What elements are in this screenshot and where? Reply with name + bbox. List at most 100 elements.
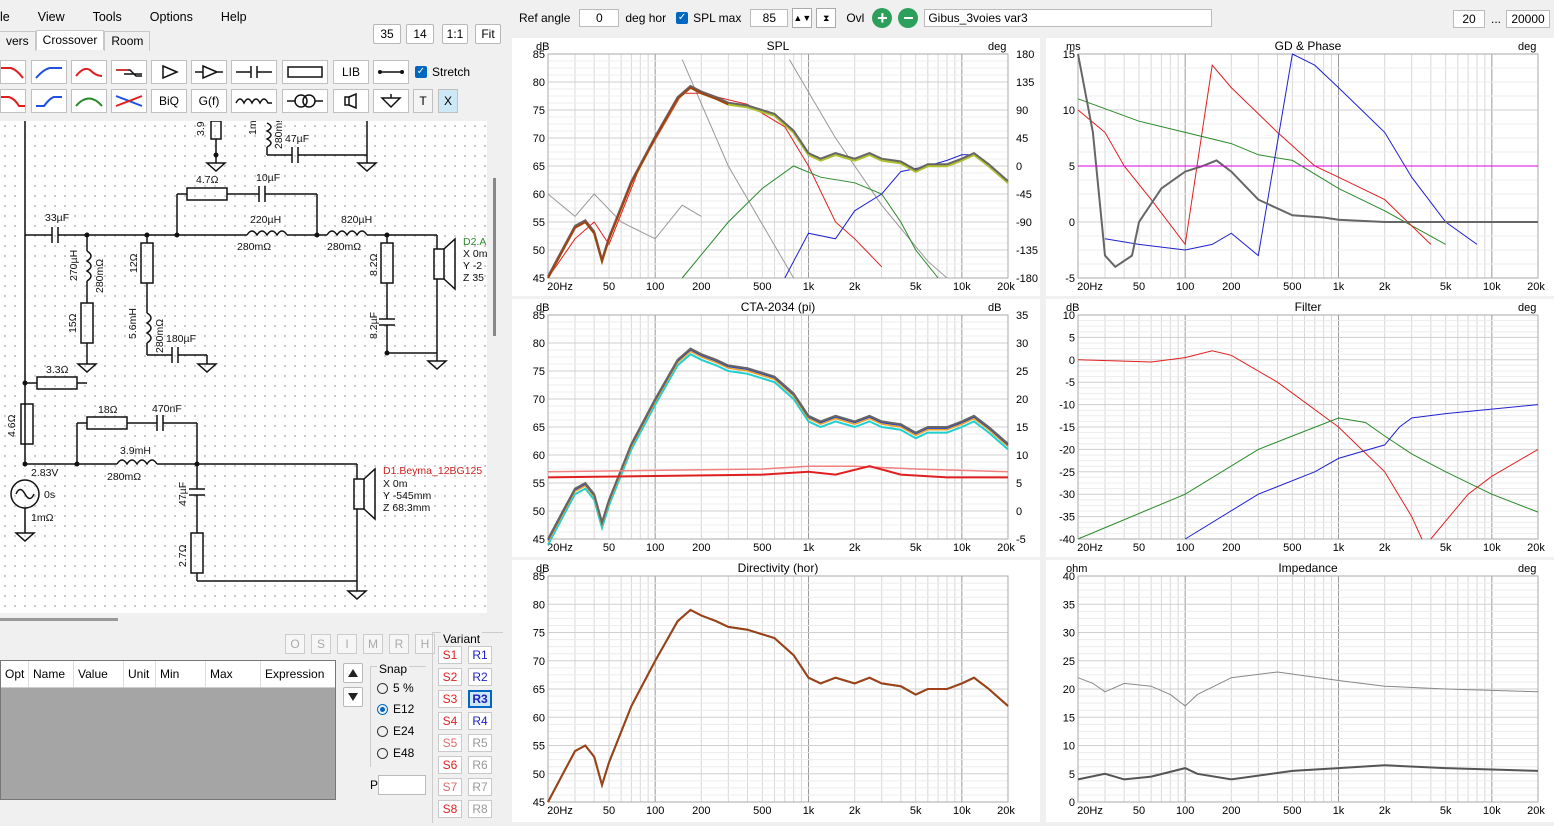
variant-r2-button[interactable]: R2	[468, 668, 492, 686]
part-number-input[interactable]	[378, 775, 426, 795]
transformer-button[interactable]	[282, 89, 328, 113]
spl-spinner-icon[interactable]: ▲▼	[792, 8, 813, 28]
variant-r6-button[interactable]: R6	[468, 756, 492, 774]
move-up-button[interactable]	[343, 663, 363, 683]
mode-h-button[interactable]: H	[415, 634, 435, 654]
variant-s6-button[interactable]: S6	[438, 756, 462, 774]
variant-s3-button[interactable]: S3	[438, 690, 462, 708]
mode-s-button[interactable]: S	[311, 634, 331, 654]
zoom-35-button[interactable]: 35	[373, 24, 401, 44]
autoscale-icon[interactable]: ⧗	[816, 8, 837, 28]
ytick-left: 5	[1069, 332, 1075, 344]
schematic-hscrollbar[interactable]	[0, 618, 118, 621]
menu-view[interactable]: View	[37, 10, 65, 24]
col-unit[interactable]: Unit	[124, 661, 156, 687]
xtick: 2k	[1379, 542, 1391, 554]
bandpass-green-button[interactable]	[71, 89, 107, 113]
tab-room[interactable]: Room	[104, 31, 151, 51]
allpass-button[interactable]	[111, 89, 147, 113]
inductor-button[interactable]	[231, 89, 277, 113]
lib-button[interactable]: LIB	[333, 60, 369, 84]
variant-r1-button[interactable]: R1	[468, 646, 492, 664]
phase-amp-button[interactable]	[191, 60, 227, 84]
col-name[interactable]: Name	[29, 661, 74, 687]
menu-options[interactable]: Options	[149, 10, 193, 24]
snap-option-5pct[interactable]: 5 %	[377, 681, 414, 695]
highpass-shelf-button[interactable]	[31, 89, 67, 113]
mode-m-button[interactable]: M	[363, 634, 383, 654]
t-button[interactable]: T	[413, 89, 433, 113]
biq-button[interactable]: BiQ	[151, 89, 187, 113]
tab-drivers[interactable]: vers	[0, 31, 36, 51]
add-overlay-icon[interactable]: +	[872, 8, 893, 28]
col-value[interactable]: Value	[74, 661, 124, 687]
variant-r5-button[interactable]: R5	[468, 734, 492, 752]
snap-option-e12[interactable]: E12	[377, 702, 414, 716]
mode-r-button[interactable]: R	[389, 634, 409, 654]
zoom-14-button[interactable]: 14	[406, 24, 434, 44]
col-expression[interactable]: Expression	[265, 667, 325, 681]
variant-s1-button[interactable]: S1	[438, 646, 462, 664]
xtick: 10k	[953, 542, 971, 554]
variant-s2-button[interactable]: S2	[438, 668, 462, 686]
ground-button[interactable]	[373, 89, 409, 113]
tab-crossover[interactable]: Crossover	[35, 30, 105, 50]
project-name-input[interactable]	[924, 9, 1213, 27]
driver-button[interactable]	[333, 89, 369, 113]
menu-help[interactable]: Help	[220, 10, 247, 24]
spl-max-checkbox[interactable]: ✓	[676, 12, 689, 24]
xtick: 2k	[1379, 281, 1391, 293]
ref-angle-input[interactable]	[579, 9, 620, 27]
xtick: 200	[1222, 805, 1240, 817]
schematic-scrollbar[interactable]	[493, 178, 496, 336]
zoom-1to1-button[interactable]: 1:1	[442, 24, 468, 44]
resistor-button[interactable]	[282, 60, 328, 84]
stretch-checkbox[interactable]: ✓ Stretch	[415, 65, 470, 79]
freq-min-input[interactable]	[1453, 10, 1485, 28]
wire-button[interactable]	[373, 60, 409, 84]
variant-r8-button[interactable]: R8	[468, 800, 492, 818]
notch-button[interactable]	[111, 60, 147, 84]
snap-option-e48[interactable]: E48	[377, 746, 414, 760]
x-button[interactable]: X	[438, 89, 458, 113]
schematic-canvas[interactable]: 3.9 1m 280mΩ 47µF 4.7Ω 10µF 33µF 220µH 2…	[0, 121, 487, 613]
ytick-left: 55	[533, 741, 545, 753]
plot-cta[interactable]: CTA-2034 (pi)dB dB85807570656055504535302…	[512, 299, 1040, 557]
remove-overlay-icon[interactable]: −	[898, 8, 919, 28]
lowpass-shelf-button[interactable]	[0, 89, 26, 113]
amplifier-button[interactable]	[151, 60, 187, 84]
plot-spl[interactable]: SPL dB deg 85 80 75 70 65 60 55 50 45 180 135 90 45 0 -45…	[512, 38, 1040, 296]
bandpass-red-button[interactable]	[71, 60, 107, 84]
snap-option-e24[interactable]: E24	[377, 724, 414, 738]
gf-button[interactable]: G(f)	[191, 89, 227, 113]
variant-s4-button[interactable]: S4	[438, 712, 462, 730]
mode-i-button[interactable]: I	[337, 634, 357, 654]
mode-o-button[interactable]: O	[285, 634, 305, 654]
variant-r3-button[interactable]: R3	[468, 690, 492, 708]
move-down-button[interactable]	[343, 687, 363, 707]
capacitor-button[interactable]	[231, 60, 277, 84]
lowpass-red-button[interactable]	[0, 60, 26, 84]
freq-max-input[interactable]	[1506, 10, 1550, 28]
col-max[interactable]: Max	[206, 661, 261, 687]
menu-file[interactable]: le	[0, 10, 10, 24]
ytick-left: 75	[533, 105, 545, 117]
col-min[interactable]: Min	[156, 661, 206, 687]
col-opt[interactable]: Opt	[1, 661, 29, 687]
variant-r7-button[interactable]: R7	[468, 778, 492, 796]
plot-gd-left-unit: ms	[1066, 41, 1081, 53]
variant-r4-button[interactable]: R4	[468, 712, 492, 730]
variant-s7-button[interactable]: S7	[438, 778, 462, 796]
parameter-table[interactable]: Opt Name Value Unit Min Max Expression	[0, 660, 336, 800]
menu-bar: le View Tools Options Help	[0, 0, 510, 34]
zoom-fit-button[interactable]: Fit	[475, 24, 501, 44]
highpass-blue-button[interactable]	[31, 60, 67, 84]
menu-tools[interactable]: Tools	[92, 10, 122, 24]
variant-s8-button[interactable]: S8	[438, 800, 462, 818]
spl-max-input[interactable]	[750, 9, 789, 27]
variant-s5-button[interactable]: S5	[438, 734, 462, 752]
